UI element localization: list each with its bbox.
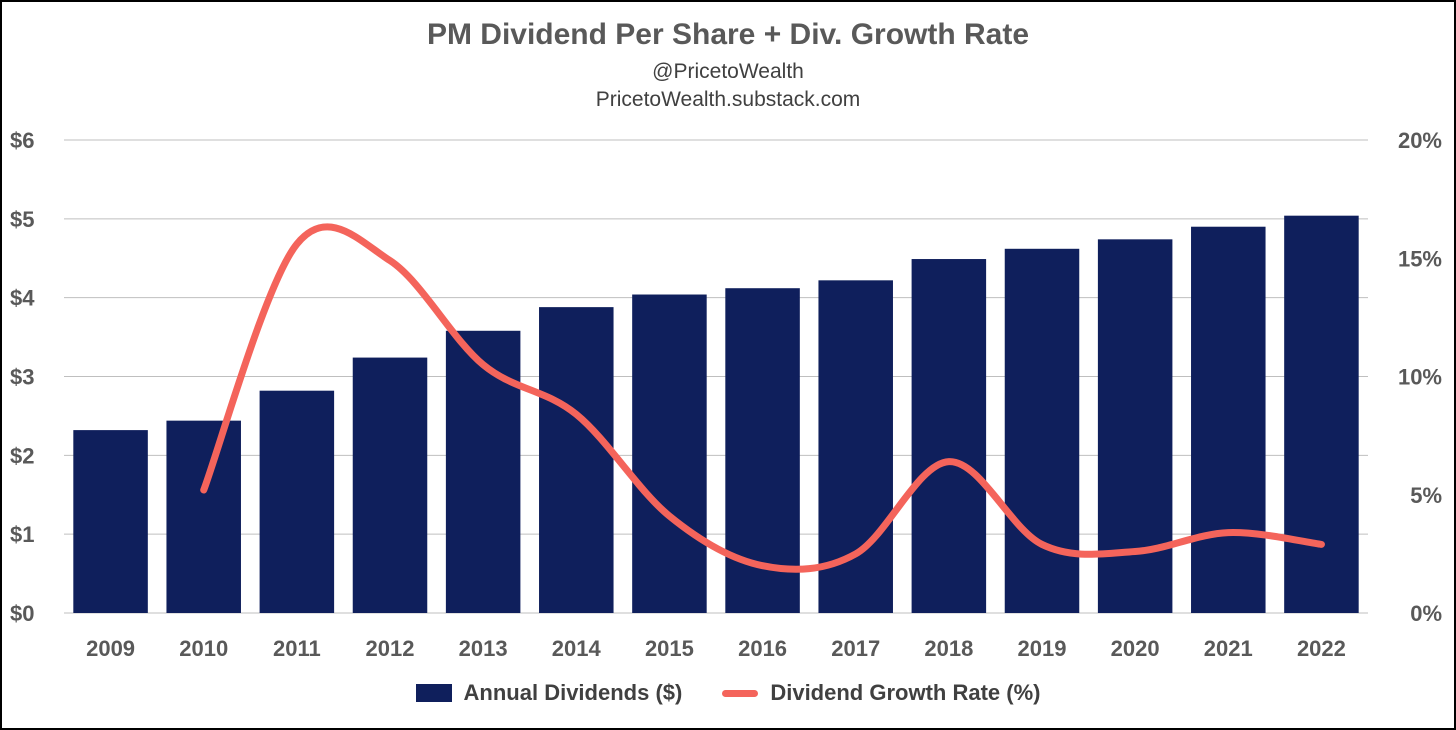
x-tick-label: 2016 <box>738 636 787 661</box>
bar-2009 <box>73 430 148 613</box>
bar-2012 <box>352 357 428 613</box>
x-tick-label: 2017 <box>831 636 880 661</box>
bar-2014 <box>539 307 614 613</box>
x-axis-ticks: 2009 2010 2011 2012 2013 2014 2015 2016 2017 2018… <box>86 636 1346 661</box>
x-tick-label: 2010 <box>179 636 228 661</box>
x-tick-label: 2014 <box>552 636 602 661</box>
line-series <box>200 223 1325 573</box>
x-tick-label: 2020 <box>1111 636 1160 661</box>
right-tick-label: 15% <box>1398 246 1442 271</box>
bar-series <box>73 215 1359 614</box>
chart-subtitle-url: PricetoWealth.substack.com <box>595 88 861 111</box>
growth-rate-line <box>200 223 1325 573</box>
bar-2018 <box>911 259 987 613</box>
legend-item-growth: Dividend Growth Rate (%) <box>722 680 1040 706</box>
bar-2022 <box>1284 215 1359 613</box>
x-tick-label: 2018 <box>924 636 973 661</box>
left-tick-label: $5 <box>10 207 34 232</box>
x-tick-label: 2022 <box>1297 636 1346 661</box>
chart-subtitle-handle: @PricetoWealth <box>652 60 804 83</box>
x-tick-label: 2013 <box>459 636 508 661</box>
right-tick-label: 10% <box>1398 365 1442 390</box>
left-tick-label: $1 <box>10 522 34 547</box>
left-tick-label: $6 <box>10 128 34 153</box>
x-tick-label: 2015 <box>645 636 694 661</box>
x-tick-label: 2011 <box>273 636 321 661</box>
legend-item-dividends: Annual Dividends ($) <box>415 680 683 706</box>
left-axis-ticks: $0 $1 $2 $3 $4 $5 $6 <box>10 128 35 626</box>
right-tick-label: 0% <box>1410 601 1442 626</box>
bar-2021 <box>1191 226 1266 613</box>
bar-2010 <box>166 420 241 613</box>
legend-swatch-bar <box>415 684 452 702</box>
x-tick-label: 2019 <box>1018 636 1067 661</box>
legend: Annual Dividends ($) Dividend Growth Rat… <box>0 680 1456 706</box>
legend-swatch-line <box>722 689 759 697</box>
right-tick-label: 5% <box>1410 483 1442 508</box>
bar-2019 <box>1004 248 1080 614</box>
bar-2015 <box>632 294 707 613</box>
x-tick-label: 2021 <box>1204 636 1253 661</box>
right-axis-ticks: 0% 5% 10% 15% 20% <box>1398 128 1442 626</box>
chart-title: PM Dividend Per Share + Div. Growth Rate <box>426 18 1030 51</box>
left-tick-label: $3 <box>10 365 34 390</box>
bar-2011 <box>259 390 335 613</box>
bar-2013 <box>445 330 521 613</box>
legend-label-growth: Dividend Growth Rate (%) <box>770 680 1041 705</box>
x-tick-label: 2012 <box>366 636 415 661</box>
left-tick-label: $2 <box>10 443 34 468</box>
x-tick-label: 2009 <box>86 636 135 661</box>
legend-label-dividends: Annual Dividends ($) <box>463 680 683 705</box>
left-tick-label: $4 <box>10 286 35 311</box>
left-tick-label: $0 <box>10 601 34 626</box>
right-tick-label: 20% <box>1398 128 1442 153</box>
